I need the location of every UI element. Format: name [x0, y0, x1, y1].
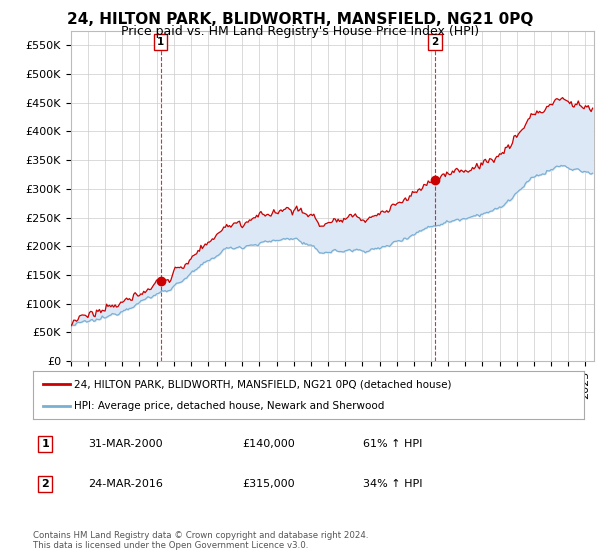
Text: 24, HILTON PARK, BLIDWORTH, MANSFIELD, NG21 0PQ: 24, HILTON PARK, BLIDWORTH, MANSFIELD, N…	[67, 12, 533, 27]
Text: £315,000: £315,000	[242, 479, 295, 489]
Text: 1: 1	[157, 38, 164, 48]
Text: 31-MAR-2000: 31-MAR-2000	[88, 439, 163, 449]
Text: Contains HM Land Registry data © Crown copyright and database right 2024.
This d: Contains HM Land Registry data © Crown c…	[33, 531, 368, 550]
Text: HPI: Average price, detached house, Newark and Sherwood: HPI: Average price, detached house, Newa…	[74, 401, 385, 411]
Text: 24, HILTON PARK, BLIDWORTH, MANSFIELD, NG21 0PQ (detached house): 24, HILTON PARK, BLIDWORTH, MANSFIELD, N…	[74, 379, 452, 389]
Text: £140,000: £140,000	[242, 439, 295, 449]
Text: 2: 2	[431, 38, 439, 48]
Text: 2: 2	[41, 479, 49, 489]
Text: 1: 1	[41, 439, 49, 449]
Text: 34% ↑ HPI: 34% ↑ HPI	[364, 479, 423, 489]
Text: Price paid vs. HM Land Registry's House Price Index (HPI): Price paid vs. HM Land Registry's House …	[121, 25, 479, 38]
Text: 61% ↑ HPI: 61% ↑ HPI	[364, 439, 423, 449]
Text: 24-MAR-2016: 24-MAR-2016	[88, 479, 163, 489]
